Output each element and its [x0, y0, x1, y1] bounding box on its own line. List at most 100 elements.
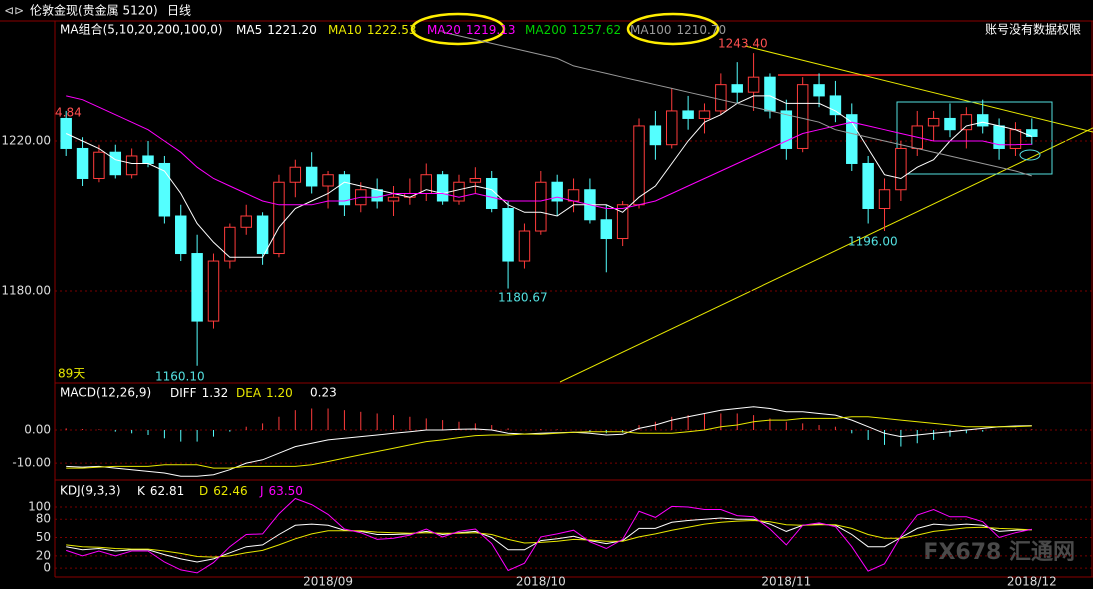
annotation: 1196.00	[848, 235, 898, 249]
candle-body	[322, 174, 334, 187]
y-tick-label: 80	[36, 512, 51, 526]
line-series	[66, 95, 1032, 209]
candle-body	[829, 95, 842, 116]
candle-body	[469, 177, 482, 183]
y-tick-label: 1180.00	[1, 284, 51, 298]
candle-body	[224, 226, 236, 262]
candle-body	[960, 114, 973, 131]
candle-body	[895, 147, 907, 191]
candle-body	[256, 215, 269, 255]
frame	[0, 20, 1093, 578]
legend-entry: MA5 1221.20	[236, 23, 317, 37]
candle-body	[862, 162, 874, 210]
candle-body	[436, 174, 449, 202]
candle-body	[747, 76, 760, 93]
candle-body	[976, 114, 989, 127]
y-tick-label: 20	[36, 548, 51, 562]
x-tick-label: 2018/12	[1007, 575, 1057, 589]
annotation: 1243.40	[718, 37, 768, 51]
y-tick-label: 0.00	[24, 423, 51, 437]
legend-value: 1210.70	[676, 23, 726, 37]
candle-body	[682, 110, 694, 119]
candle-body	[93, 151, 105, 179]
candle-body	[780, 110, 793, 149]
candle-body	[502, 208, 514, 262]
legend-value: 1219.13	[466, 23, 516, 37]
macd-title: MACD(12,26,9)	[60, 386, 151, 400]
range-box	[896, 101, 1053, 175]
line-series	[66, 519, 1032, 558]
notice: 账号没有数据权限	[985, 22, 1081, 37]
candle-body	[731, 84, 743, 93]
nav-icon[interactable]: ⊲⊳	[4, 4, 24, 18]
legend-name: K	[137, 484, 146, 498]
candle-body	[109, 151, 122, 176]
legend-name: DEA	[236, 386, 262, 400]
legend-value: 1.20	[266, 386, 293, 400]
period[interactable]: 日线	[167, 4, 191, 18]
x-tick-label: 2018/10	[516, 575, 566, 589]
legend-entry: J 63.50	[259, 484, 303, 498]
candle-body	[485, 177, 498, 210]
trend-line	[744, 45, 1093, 133]
annotation: 4.84	[55, 106, 82, 120]
candle-body	[878, 189, 891, 210]
candle-body	[371, 189, 383, 202]
candle-body	[698, 110, 711, 119]
candle-body	[846, 114, 858, 164]
candle-body	[567, 189, 580, 202]
x-tick-label: 2018/11	[761, 575, 811, 589]
candle-body	[535, 181, 547, 232]
legend-entry: D 62.46	[199, 484, 248, 498]
candle-body	[240, 215, 252, 228]
candle-body	[387, 196, 400, 202]
legend-value: 63.50	[269, 484, 303, 498]
candle-body	[616, 204, 629, 240]
candle-body	[207, 260, 220, 322]
candle-body	[273, 181, 285, 255]
legend-name: DIFF	[170, 386, 197, 400]
annotation: 1160.10	[155, 370, 205, 384]
chart-title: 伦敦金现(贵金属 5120)	[30, 3, 158, 18]
legend-value: 1222.53	[367, 23, 417, 37]
legend-entry: MA100 1210.70	[630, 23, 726, 37]
highlight-ellipse	[410, 12, 506, 46]
candle-body	[60, 117, 72, 149]
candle-body	[305, 166, 318, 187]
candle-body	[927, 117, 940, 127]
trend-line	[559, 127, 1093, 383]
legend-entry: DIFF 1.32	[170, 386, 228, 400]
line-series	[66, 416, 1032, 469]
legend-entry: MA200 1257.62	[525, 23, 621, 37]
kdj-title: KDJ(9,3,3)	[60, 484, 121, 498]
y-tick-label: -10.00	[12, 456, 51, 470]
candle-body	[600, 219, 613, 240]
legend-name: MA100	[630, 23, 671, 37]
y-tick-label: 1220.00	[1, 133, 51, 147]
candle-body	[158, 162, 171, 217]
line-series	[66, 406, 1032, 477]
candle-body	[551, 181, 563, 202]
indicator: MA组合(5,10,20,200,100,0)	[60, 22, 223, 37]
legend-entry: DEA 1.20	[236, 386, 293, 400]
legend-value: 1257.62	[571, 23, 621, 37]
legend-name: MA20	[427, 23, 461, 37]
candle-body	[191, 253, 203, 322]
line-series	[442, 31, 1032, 177]
candle-body	[944, 117, 956, 131]
y-tick-label: 0	[43, 561, 51, 575]
candle-body	[142, 155, 154, 164]
line-series	[66, 497, 1032, 574]
legend-name: MA5	[236, 23, 262, 37]
candle-body	[125, 155, 138, 176]
candle-body	[666, 110, 678, 146]
highlight-ellipse	[626, 12, 720, 46]
candle-body	[338, 174, 351, 206]
legend-entry: MA20 1219.13	[427, 23, 515, 37]
legend-value: 1221.20	[267, 23, 317, 37]
y-tick-label: 50	[36, 530, 51, 544]
legend-value: 62.81	[150, 484, 184, 498]
line-series	[65, 95, 1032, 258]
